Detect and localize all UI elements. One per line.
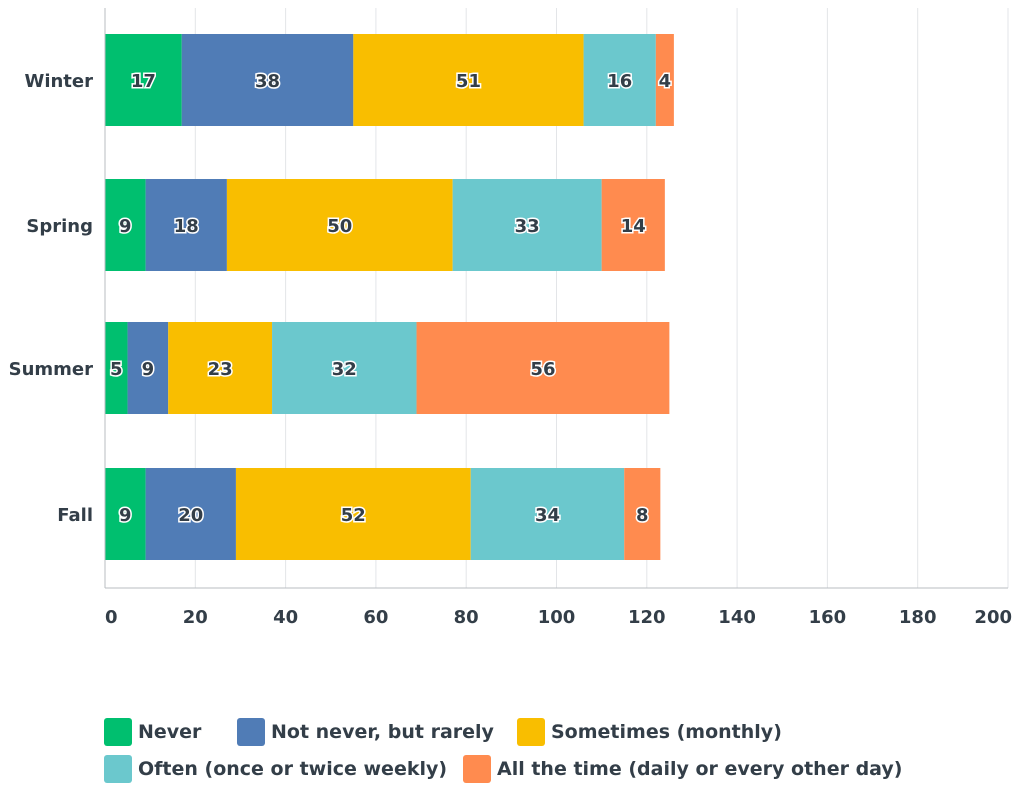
data-label-summer-series-1: 9 [142,359,155,380]
data-label-spring-series-3: 33 [515,216,540,237]
data-label-summer-series-0: 5 [110,359,123,380]
data-label-winter-series-0: 17 [131,71,156,92]
data-label-summer-series-4: 56 [530,359,555,380]
category-label-summer: Summer [9,359,93,380]
x-tick-label-180: 180 [899,607,937,628]
bar-spring-series-2 [226,179,453,271]
data-label-winter-series-2: 51 [456,71,481,92]
data-label-fall-series-4: 8 [636,505,649,526]
data-label-spring-series-4: 14 [621,216,646,237]
bar-fall-series-3 [470,468,625,560]
bar-fall-series-0 [105,468,146,560]
category-label-spring: Spring [26,216,93,237]
category-label-fall: Fall [57,505,93,526]
bars: 17 38 51 16 49 18 50 33 145 9 23 32 569 20 52 34 8 [105,34,674,560]
bar-fall-series-1 [145,468,236,560]
data-label-fall-series-3: 34 [535,505,560,526]
data-label-fall-series-0: 9 [119,505,132,526]
x-tick-label-140: 140 [718,607,756,628]
data-label-summer-series-3: 32 [332,359,357,380]
bar-summer-series-0 [105,322,128,414]
x-tick-label-40: 40 [273,607,298,628]
category-label-winter: Winter [24,71,93,92]
bar-fall-series-4 [624,468,661,560]
bar-summer-series-1 [127,322,169,414]
data-label-spring-series-1: 18 [174,216,199,237]
bar-winter-series-3 [583,34,656,126]
axes: Winter Spring Summer Fall 0 20 40 60 80 100 120 140… [9,8,1012,628]
x-tick-label-0: 0 [105,607,118,628]
data-label-spring-series-2: 50 [327,216,352,237]
data-label-winter-series-4: 4 [659,71,672,92]
x-tick-label-120: 120 [628,607,666,628]
bar-winter-series-2 [353,34,584,126]
data-label-spring-series-0: 9 [119,216,132,237]
bar-winter-series-4 [655,34,674,126]
x-tick-label-80: 80 [454,607,479,628]
bar-spring-series-0 [105,179,146,271]
data-label-fall-series-1: 20 [178,505,203,526]
data-label-winter-series-3: 16 [607,71,632,92]
data-label-winter-series-1: 38 [255,71,280,92]
x-tick-label-60: 60 [363,607,388,628]
x-tick-label-160: 160 [809,607,847,628]
data-label-summer-series-2: 23 [208,359,233,380]
bar-summer-series-4 [416,322,670,414]
bar-spring-series-4 [601,179,665,271]
bar-fall-series-2 [235,468,471,560]
bar-summer-series-3 [272,322,417,414]
x-tick-label-100: 100 [538,607,576,628]
x-tick-label-20: 20 [183,607,208,628]
bar-spring-series-3 [452,179,602,271]
bar-winter-series-1 [181,34,354,126]
bar-spring-series-1 [145,179,227,271]
x-tick-label-200: 200 [974,607,1012,628]
data-label-fall-series-2: 52 [341,505,366,526]
bar-winter-series-0 [105,34,182,126]
bar-summer-series-2 [168,322,273,414]
